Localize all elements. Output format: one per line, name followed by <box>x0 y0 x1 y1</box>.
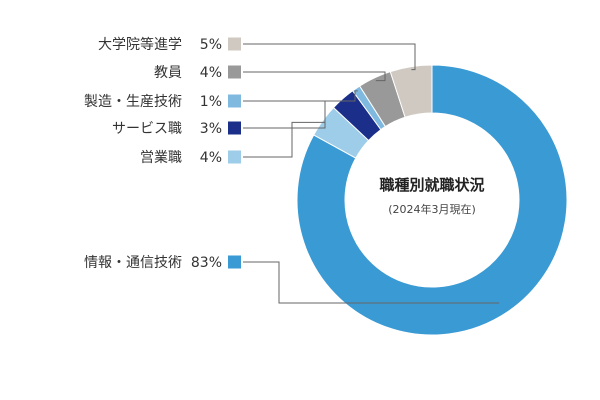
data-label-5: 4% <box>200 65 222 81</box>
leader-line-3 <box>243 100 345 129</box>
leader-line-2 <box>243 121 326 158</box>
data-label-2: 4% <box>200 150 222 166</box>
legend-label-4: 製造・生産技術 <box>84 94 182 110</box>
data-label-6: 5% <box>200 37 222 53</box>
legend-swatch-4 <box>228 94 241 108</box>
leader-line-4 <box>243 90 358 102</box>
legend-label-1: 情報・通信技術 <box>84 255 182 271</box>
legend-label-5: 教員 <box>154 65 182 81</box>
data-label-3: 3% <box>200 121 222 137</box>
slice-1 <box>296 64 568 336</box>
leader-line-6 <box>243 43 416 71</box>
chart-title: 職種別就職状況 <box>379 176 484 194</box>
data-label-1: 83% <box>191 255 222 271</box>
legend-swatch-6 <box>228 37 241 51</box>
legend-swatch-1 <box>228 255 241 269</box>
leader-lines-group <box>243 43 500 304</box>
chart-subtitle: (2024年3月現在) <box>388 202 476 216</box>
legend-group: 大学院等進学 5% 教員 4% 製造・生産技術 1% サービス職 3% 営業職 4% 情報・通信技術… <box>84 36 241 271</box>
data-label-4: 1% <box>200 94 222 110</box>
legend-swatch-5 <box>228 65 241 79</box>
legend-label-6: 大学院等進学 <box>98 36 182 53</box>
slice-6 <box>389 64 433 118</box>
leader-line-1 <box>243 261 500 304</box>
legend-swatch-2 <box>228 150 241 164</box>
legend-label-3: サービス職 <box>112 121 182 137</box>
legend-label-2: 営業職 <box>140 150 182 166</box>
slices-group <box>296 64 568 336</box>
leader-line-5 <box>243 71 386 82</box>
legend-swatch-3 <box>228 121 241 135</box>
